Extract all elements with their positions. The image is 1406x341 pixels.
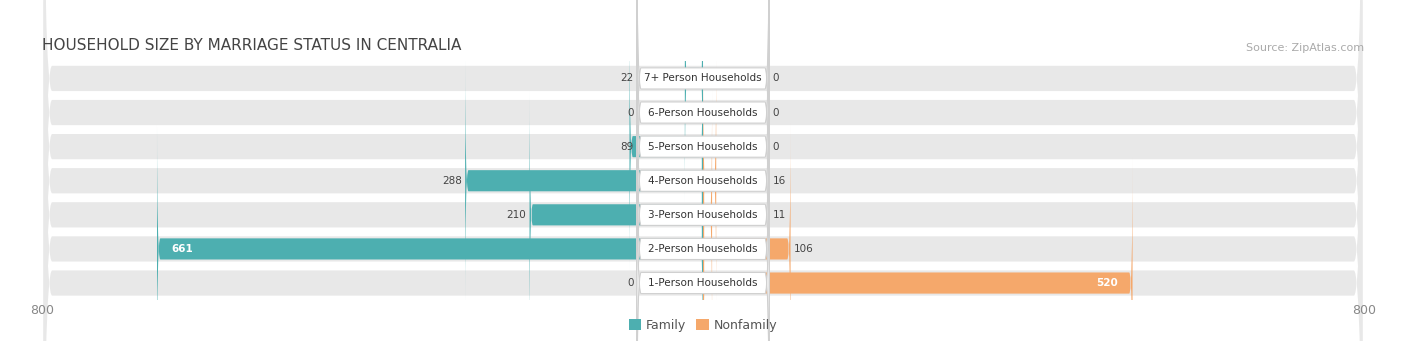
Text: 7+ Person Households: 7+ Person Households (644, 73, 762, 84)
Text: 106: 106 (794, 244, 814, 254)
FancyBboxPatch shape (637, 89, 769, 341)
Text: Source: ZipAtlas.com: Source: ZipAtlas.com (1246, 43, 1364, 53)
Text: 4-Person Households: 4-Person Households (648, 176, 758, 186)
FancyBboxPatch shape (637, 0, 769, 272)
FancyBboxPatch shape (44, 0, 1362, 341)
Text: 11: 11 (772, 210, 786, 220)
Text: 288: 288 (441, 176, 461, 186)
FancyBboxPatch shape (44, 0, 1362, 341)
FancyBboxPatch shape (44, 0, 1362, 341)
FancyBboxPatch shape (637, 21, 769, 341)
FancyBboxPatch shape (637, 0, 769, 307)
Text: 0: 0 (772, 73, 779, 84)
FancyBboxPatch shape (637, 55, 769, 341)
Text: 3-Person Households: 3-Person Households (648, 210, 758, 220)
Text: 0: 0 (627, 278, 634, 288)
FancyBboxPatch shape (44, 0, 1362, 341)
FancyBboxPatch shape (465, 55, 703, 307)
Text: 1-Person Households: 1-Person Households (648, 278, 758, 288)
FancyBboxPatch shape (703, 123, 790, 341)
FancyBboxPatch shape (703, 157, 1133, 341)
FancyBboxPatch shape (685, 0, 703, 204)
Legend: Family, Nonfamily: Family, Nonfamily (624, 314, 782, 337)
FancyBboxPatch shape (44, 0, 1362, 341)
FancyBboxPatch shape (44, 0, 1362, 341)
Text: 16: 16 (772, 176, 786, 186)
FancyBboxPatch shape (157, 123, 703, 341)
Text: HOUSEHOLD SIZE BY MARRIAGE STATUS IN CENTRALIA: HOUSEHOLD SIZE BY MARRIAGE STATUS IN CEN… (42, 38, 461, 53)
FancyBboxPatch shape (703, 55, 716, 307)
Text: 89: 89 (620, 142, 634, 152)
FancyBboxPatch shape (703, 89, 711, 341)
Text: 0: 0 (772, 142, 779, 152)
FancyBboxPatch shape (530, 89, 703, 341)
Text: 2-Person Households: 2-Person Households (648, 244, 758, 254)
Text: 6-Person Households: 6-Person Households (648, 107, 758, 118)
Text: 22: 22 (620, 73, 634, 84)
Text: 5-Person Households: 5-Person Households (648, 142, 758, 152)
FancyBboxPatch shape (637, 0, 769, 238)
Text: 0: 0 (772, 107, 779, 118)
Text: 0: 0 (627, 107, 634, 118)
Text: 661: 661 (172, 244, 194, 254)
FancyBboxPatch shape (44, 0, 1362, 341)
FancyBboxPatch shape (637, 123, 769, 341)
FancyBboxPatch shape (630, 21, 703, 272)
Text: 520: 520 (1095, 278, 1118, 288)
Text: 210: 210 (506, 210, 526, 220)
